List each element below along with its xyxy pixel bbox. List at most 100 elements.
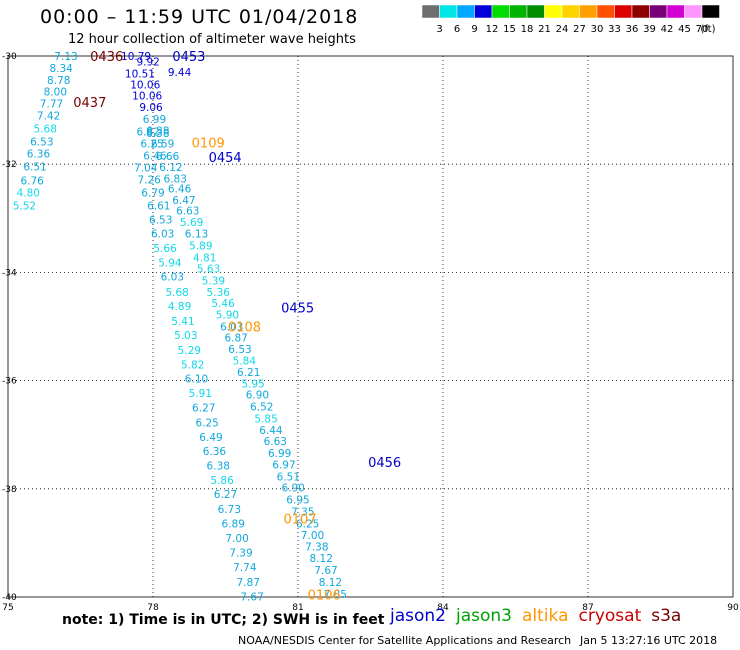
- colorbar-label: 21: [538, 24, 551, 35]
- swh-value: 7.26: [137, 174, 161, 186]
- y-tick-label: -30: [2, 52, 17, 62]
- swh-value: 6.12: [159, 162, 182, 174]
- colorbar-label: 12: [486, 24, 499, 35]
- swh-value: 7.67: [240, 591, 263, 603]
- swh-value: 7.42: [37, 111, 60, 123]
- swh-value: 8.34: [49, 63, 73, 75]
- colorbar-label: 36: [626, 24, 639, 35]
- swh-value: 5.86: [210, 475, 234, 487]
- swh-value: 7.39: [229, 548, 252, 560]
- colorbar-label: 70: [696, 24, 709, 35]
- swh-value: 7.00: [301, 530, 324, 542]
- swh-value: 7.74: [233, 562, 257, 574]
- swh-value: 5.85: [254, 413, 277, 425]
- pass-time-label: 0453: [172, 50, 205, 65]
- satellite-legend-item: jason2: [390, 606, 446, 626]
- swh-value: 6.87: [224, 332, 247, 344]
- swh-value: 6.25: [195, 417, 218, 429]
- swh-value: 5.94: [158, 258, 182, 270]
- swh-value: 6.90: [281, 483, 304, 495]
- swh-value: 7.04: [134, 162, 158, 174]
- swh-value: 6.53: [149, 214, 172, 226]
- colorbar-unit: (ft): [700, 24, 715, 35]
- swh-value: 5.82: [181, 359, 204, 371]
- swh-value: 6.27: [214, 489, 237, 501]
- swh-value: 8.00: [44, 87, 67, 99]
- swh-value: 6.46: [168, 184, 192, 196]
- swh-value: 6.51: [277, 471, 300, 483]
- swh-value: 4.81: [193, 252, 216, 264]
- swh-value: 7.38: [305, 542, 328, 554]
- pass-time-label: 0455: [281, 302, 314, 317]
- swh-value: 5.66: [153, 243, 177, 255]
- pass-time-label: 0437: [73, 96, 106, 111]
- swh-value: 6.44: [259, 425, 283, 437]
- swh-value: 6.82: [136, 127, 159, 139]
- swh-value: 6.38: [146, 128, 169, 140]
- swh-value: 6.52: [250, 402, 273, 414]
- swh-value: 6.36: [27, 148, 51, 160]
- swh-value: 6.79: [141, 187, 164, 199]
- swh-value: 5.90: [216, 310, 239, 322]
- y-tick-label: -32: [2, 160, 17, 170]
- x-tick-label: 87: [582, 603, 593, 613]
- swh-value: 6.03: [161, 272, 184, 284]
- colorbar-label: 24: [556, 24, 569, 35]
- swh-value: 6.61: [147, 200, 170, 212]
- swh-value: 6.63: [264, 436, 287, 448]
- swh-value: 5.69: [180, 217, 203, 229]
- swh-value: 8.12: [310, 553, 333, 565]
- pass-time-label: 0107: [284, 513, 317, 528]
- swh-value: 7.67: [314, 565, 337, 577]
- swh-value: 9.06: [139, 102, 163, 114]
- swh-value: 6.76: [20, 175, 44, 187]
- colorbar-label: 33: [608, 24, 621, 35]
- swh-value: 7.87: [237, 577, 260, 589]
- swh-value: 6.95: [286, 495, 309, 507]
- swh-value: 5.46: [211, 298, 235, 310]
- colorbar-label: 42: [661, 24, 674, 35]
- colorbar-label: 15: [503, 24, 516, 35]
- color-legend: 3 6 9 12 15 18 21 24 27 30 33 36 39 42 45 70(ft): [422, 5, 720, 35]
- plot-frame: [7, 55, 734, 598]
- swh-value: 6.99: [143, 114, 166, 126]
- swh-value: 10.79: [121, 51, 151, 63]
- swh-value: 6.21: [237, 367, 260, 379]
- swh-value: 5.29: [178, 345, 201, 357]
- swh-value: 5.36: [207, 287, 231, 299]
- swh-value: 6.03: [151, 228, 174, 240]
- colorbar-label: 39: [643, 24, 656, 35]
- colorbar-label: 27: [573, 24, 586, 35]
- satellite-legend-item: s3a: [651, 606, 682, 626]
- swh-value: 6.97: [272, 459, 295, 471]
- satellite-legend-item: altika: [522, 606, 569, 626]
- swh-value: 10.06: [130, 80, 160, 92]
- pass-time-label: 0109: [192, 137, 225, 152]
- swh-value: 10.51: [125, 68, 155, 80]
- colorbar-label: 9: [471, 24, 477, 35]
- credit-text: NOAA/NESDIS Center for Satellite Applica…: [238, 634, 572, 647]
- swh-value: 7.35: [291, 507, 314, 519]
- swh-value: 7.85: [324, 589, 347, 601]
- colorbar-swatch: [701, 5, 720, 19]
- swh-value: 6.46: [143, 151, 167, 163]
- swh-value: 6.03: [220, 322, 243, 334]
- pass-time-label: 0108: [228, 321, 261, 336]
- pass-time-label: 0454: [209, 151, 242, 166]
- y-tick-label: -36: [2, 377, 17, 387]
- swh-value: 6.27: [192, 403, 215, 415]
- swh-value: 6.51: [23, 161, 46, 173]
- swh-value: 5.63: [197, 264, 220, 276]
- swh-value: 6.36: [203, 446, 227, 458]
- swh-value: 5.39: [202, 276, 225, 288]
- satellite-legend-item: jason3: [456, 606, 512, 626]
- colorbar-label: 30: [591, 24, 604, 35]
- swh-value: 6.89: [222, 518, 245, 530]
- colorbar-label: 45: [678, 24, 691, 35]
- x-tick-label: 90: [727, 603, 739, 613]
- y-tick-label: -34: [2, 268, 17, 278]
- swh-value: 7.00: [225, 533, 248, 545]
- pass-time-label: 0456: [368, 456, 401, 471]
- swh-value: 9.92: [136, 56, 159, 68]
- swh-value: 5.84: [233, 356, 257, 368]
